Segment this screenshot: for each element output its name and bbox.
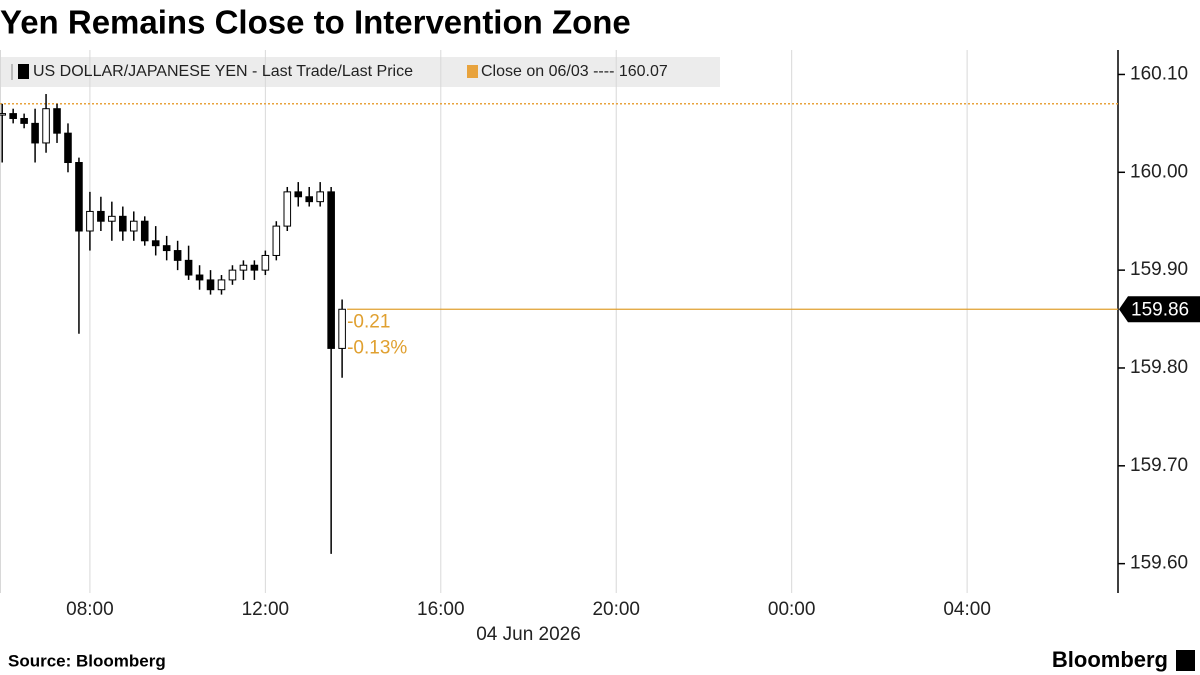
legend-label: US DOLLAR/JAPANESE YEN - Last Trade/Last… bbox=[33, 63, 413, 80]
candle-body bbox=[250, 264, 259, 271]
candle-body bbox=[272, 225, 281, 256]
candle-body bbox=[338, 308, 346, 349]
legend bbox=[0, 57, 720, 87]
candle-body bbox=[327, 191, 335, 349]
x-tick-label: 12:00 bbox=[242, 599, 290, 620]
legend-label: Close on 06/03 ---- 160.07 bbox=[481, 63, 668, 80]
y-tick-label: 159.90 bbox=[1130, 259, 1188, 280]
candle-body bbox=[119, 215, 127, 232]
candle-body bbox=[228, 269, 237, 281]
candle-body bbox=[206, 279, 215, 291]
candle-body bbox=[9, 113, 17, 119]
candle-body bbox=[0, 113, 6, 116]
candle-body bbox=[42, 108, 50, 144]
y-tick-label: 159.70 bbox=[1130, 455, 1188, 476]
logo-icon bbox=[1176, 650, 1195, 671]
candle-body bbox=[283, 191, 292, 227]
x-tick-label: 08:00 bbox=[66, 599, 114, 620]
candle-body bbox=[64, 132, 72, 164]
chart-title: Yen Remains Close to Intervention Zone bbox=[0, 4, 631, 41]
x-tick-label: 16:00 bbox=[417, 599, 465, 620]
candle-body bbox=[129, 220, 138, 232]
legend-swatch bbox=[467, 65, 478, 78]
candle-body bbox=[75, 162, 83, 232]
logo: Bloomberg bbox=[1052, 647, 1168, 672]
candle-body bbox=[217, 279, 226, 291]
candle-body bbox=[97, 210, 105, 222]
x-tick-label: 20:00 bbox=[592, 599, 640, 620]
candle-body bbox=[261, 254, 270, 271]
last-price-tag bbox=[1119, 296, 1200, 323]
annotation: -0.13% bbox=[347, 337, 407, 358]
legend-swatch bbox=[18, 64, 29, 79]
candle-body bbox=[20, 117, 28, 124]
candle-body bbox=[316, 191, 324, 203]
candle-body bbox=[31, 122, 39, 144]
candle-body bbox=[239, 264, 248, 271]
candle-body bbox=[184, 259, 193, 276]
candle-body bbox=[53, 108, 61, 134]
candle-body bbox=[173, 250, 182, 261]
source: Source: Bloomberg bbox=[8, 651, 166, 670]
y-tick-label: 159.80 bbox=[1130, 357, 1188, 378]
y-tick-label: 159.60 bbox=[1130, 553, 1188, 574]
candle-body bbox=[151, 240, 160, 247]
candle-body bbox=[140, 220, 149, 242]
last-price-label: 159.86 bbox=[1131, 299, 1189, 320]
y-tick-label: 160.10 bbox=[1130, 63, 1188, 84]
y-tick-label: 160.00 bbox=[1130, 161, 1188, 182]
x-tick-label: 00:00 bbox=[768, 599, 816, 620]
candle-body bbox=[305, 196, 314, 203]
candle-body bbox=[108, 215, 116, 222]
candle-body bbox=[162, 245, 171, 252]
x-tick-label: 04:00 bbox=[943, 599, 991, 620]
candle-body bbox=[86, 210, 94, 232]
annotation: -0.21 bbox=[347, 311, 390, 332]
candle-body bbox=[195, 274, 204, 281]
candle-body bbox=[294, 191, 303, 198]
x-date-label: 04 Jun 2026 bbox=[476, 624, 581, 645]
